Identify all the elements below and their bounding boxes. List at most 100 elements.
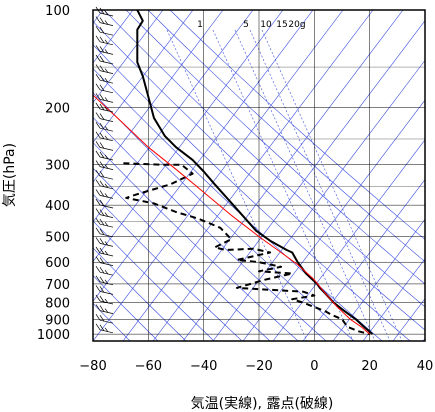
y-tick-label: 600 — [45, 256, 70, 271]
barb-flag — [104, 10, 109, 16]
x-tick-label: −80 — [79, 359, 106, 374]
barb-flag — [95, 227, 101, 234]
isotherm-line — [93, 10, 344, 341]
mixing-ratio-line — [212, 29, 354, 341]
adiabat-line — [93, 247, 187, 341]
isotherm-line — [93, 10, 194, 143]
wind-barb — [95, 150, 114, 161]
barb-flag — [104, 298, 109, 304]
isotherm-line — [93, 10, 314, 302]
mixing-ratio-line — [249, 29, 391, 341]
barb-flag — [99, 238, 105, 245]
y-tick-label: 400 — [45, 199, 70, 214]
barb-flag — [95, 294, 101, 302]
adiabat-line — [93, 274, 159, 341]
wind-barb — [95, 256, 114, 266]
barb-flag — [99, 151, 105, 159]
mixing-ratio-label: 5 — [243, 20, 249, 30]
series-layer — [93, 10, 374, 336]
barb-flag — [104, 20, 109, 25]
wind-barb — [95, 266, 114, 276]
barb-staff — [99, 147, 114, 151]
wind-barb — [95, 26, 114, 36]
isotherm-line — [152, 10, 404, 341]
barb-staff — [99, 22, 114, 26]
barb-staff — [99, 319, 114, 324]
barb-flag — [104, 49, 109, 54]
wind-barb — [95, 74, 114, 84]
barb-flag — [99, 228, 105, 235]
barb-flag — [99, 123, 105, 130]
barb-flag — [95, 256, 101, 263]
barb-flag — [99, 17, 105, 24]
barb-flag — [95, 102, 101, 110]
barb-staff — [99, 271, 114, 276]
barb-flag — [104, 308, 109, 313]
barb-flag — [99, 295, 105, 303]
wind-barb — [95, 112, 114, 122]
barb-flag — [104, 221, 109, 227]
x-tick-label: 20 — [361, 359, 378, 374]
isotherm-line — [212, 59, 425, 341]
x-axis-ticks: −80 −60 −40 −20 0 20 40 — [79, 359, 433, 374]
adiabat-line — [169, 10, 425, 240]
y-tick-label: 800 — [45, 297, 70, 312]
wind-barb — [95, 246, 114, 257]
barb-flag — [99, 219, 105, 226]
wind-barb — [95, 227, 114, 238]
barb-flag — [95, 131, 101, 138]
adiabat-line — [93, 21, 425, 331]
barb-flag — [99, 286, 105, 293]
isotherm-line — [242, 99, 425, 341]
wind-barb — [95, 160, 114, 170]
wind-barb — [95, 83, 114, 94]
barb-staff — [99, 137, 114, 142]
plot-frame — [92, 9, 426, 342]
barb-flag — [99, 132, 105, 139]
wind-barb — [95, 285, 114, 295]
wind-barb — [95, 102, 114, 113]
barb-flag — [95, 198, 101, 206]
barb-flag — [95, 93, 101, 100]
barb-flag — [104, 125, 109, 131]
barb-flag — [99, 180, 105, 187]
x-tick-label: −20 — [245, 359, 272, 374]
barb-flag — [95, 26, 101, 33]
barb-flag — [99, 7, 105, 15]
adiabat-line — [93, 142, 299, 341]
barb-flag — [99, 171, 105, 178]
barb-staff — [99, 243, 114, 247]
barb-flag — [104, 77, 109, 83]
wind-barb — [95, 198, 114, 209]
barb-staff — [99, 51, 114, 55]
adiabat-line — [93, 44, 411, 341]
barb-flag — [95, 218, 101, 225]
barb-flag — [104, 164, 109, 169]
wind-barb — [95, 131, 114, 142]
barb-flag — [95, 237, 101, 244]
adiabat-line — [93, 116, 327, 341]
y-tick-label: 500 — [45, 231, 70, 246]
wind-barb — [95, 45, 114, 55]
barb-flag — [99, 55, 105, 63]
barb-staff — [99, 281, 114, 286]
barb-flag — [104, 106, 109, 112]
barb-flag — [99, 142, 105, 149]
barb-flag — [95, 285, 101, 292]
barb-flag — [104, 250, 109, 256]
barb-flag — [99, 190, 105, 197]
barb-flag — [99, 94, 105, 101]
adiabat-line — [125, 10, 425, 285]
barb-staff — [99, 233, 114, 238]
barb-staff — [99, 70, 114, 74]
barb-staff — [99, 166, 114, 170]
adiabat-line — [93, 220, 215, 341]
barb-flag — [99, 267, 105, 274]
barb-staff — [99, 12, 114, 17]
adiabat-line — [93, 167, 271, 341]
barb-flag — [99, 161, 105, 168]
barb-flag — [99, 46, 105, 53]
x-tick-label: −60 — [135, 359, 162, 374]
wind-barb — [95, 294, 114, 305]
adiabat-line — [93, 193, 243, 341]
